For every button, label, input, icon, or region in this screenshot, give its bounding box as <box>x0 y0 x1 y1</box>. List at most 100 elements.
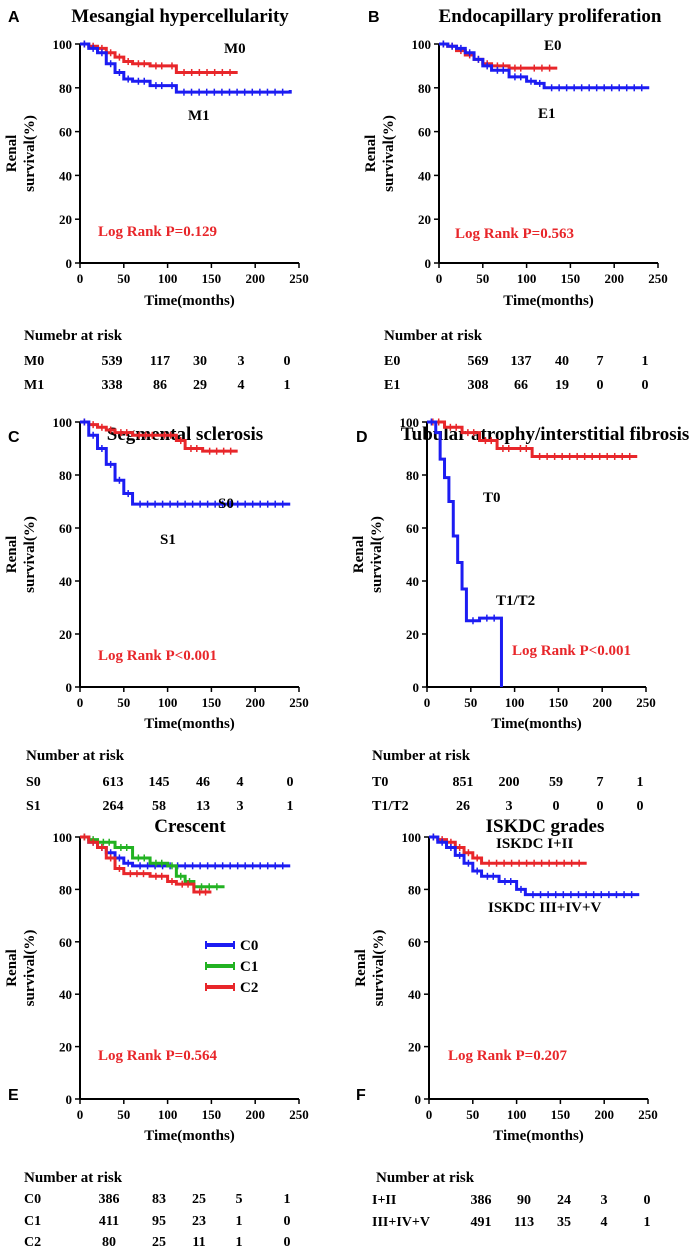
chart-title: Endocapillary proliferation <box>439 6 662 27</box>
panel-b: B Endocapillary proliferation020406080100… <box>363 6 668 393</box>
x-tick-label: 100 <box>158 1107 178 1122</box>
risk-row-label: C0 <box>24 1192 41 1207</box>
risk-cell: 1 <box>284 378 291 393</box>
risk-cell: 386 <box>471 1193 492 1208</box>
risk-cell: 113 <box>514 1215 534 1230</box>
risk-row-label: M1 <box>24 378 44 393</box>
risk-cell: 19 <box>555 378 569 393</box>
risk-cell: 145 <box>149 775 170 790</box>
risk-cell: 0 <box>284 1214 291 1229</box>
risk-cell: 338 <box>102 378 123 393</box>
risk-cell: 613 <box>103 775 124 790</box>
panel-letter: F <box>356 1087 366 1104</box>
y-tick-label: 0 <box>425 256 432 271</box>
risk-cell: 0 <box>287 775 294 790</box>
risk-table-header: Number at risk <box>26 748 125 764</box>
y-tick-label: 0 <box>413 680 420 695</box>
risk-cell: 80 <box>102 1235 116 1248</box>
y-tick-label: 60 <box>418 125 431 140</box>
risk-cell: 0 <box>637 799 644 814</box>
panel-letter: C <box>8 429 20 446</box>
curve-label: E1 <box>538 106 556 122</box>
risk-cell: 0 <box>284 1235 291 1248</box>
x-tick-label: 100 <box>517 271 537 286</box>
x-tick-label: 200 <box>245 271 265 286</box>
y-tick-label: 60 <box>406 521 419 536</box>
risk-cell: 30 <box>193 354 207 369</box>
series-t1-t2 <box>427 420 503 687</box>
risk-cell: 3 <box>237 799 244 814</box>
risk-cell: 1 <box>284 1192 291 1207</box>
y-tick-label: 40 <box>418 168 431 183</box>
x-tick-label: 0 <box>436 271 443 286</box>
y-tick-label: 100 <box>412 37 432 52</box>
risk-cell: 386 <box>99 1192 120 1207</box>
y-tick-label: 0 <box>66 256 73 271</box>
y-tick-label: 60 <box>59 935 72 950</box>
risk-cell: 59 <box>549 775 563 790</box>
x-tick-label: 100 <box>158 695 178 710</box>
risk-cell: 200 <box>499 775 520 790</box>
risk-table: Number at risk S0 613 145 46 4 0 S1 264 58 13 3 1 <box>26 748 294 814</box>
y-axis-label: survival(%) <box>22 516 38 593</box>
risk-cell: 0 <box>642 378 649 393</box>
risk-cell: 95 <box>152 1214 166 1229</box>
risk-table: Number at risk T0 851 200 59 7 1 T1/T2 26 3 0 0 0 <box>372 748 644 814</box>
risk-cell: 11 <box>192 1235 205 1248</box>
x-tick-label: 0 <box>424 695 431 710</box>
x-tick-label: 100 <box>158 271 178 286</box>
y-axis-label: Renal <box>363 135 379 173</box>
log-rank-p: Log Rank P<0.001 <box>512 643 631 659</box>
y-tick-label: 80 <box>59 81 72 96</box>
log-rank-p: Log Rank P=0.564 <box>98 1048 217 1064</box>
x-tick-label: 250 <box>648 271 668 286</box>
risk-cell: 0 <box>553 799 560 814</box>
y-tick-label: 60 <box>59 521 72 536</box>
panel-letter: E <box>8 1087 19 1104</box>
curve-label: T0 <box>483 490 501 506</box>
y-tick-label: 60 <box>59 125 72 140</box>
risk-cell: 26 <box>456 799 470 814</box>
log-rank-p: Log Rank P=0.563 <box>455 226 574 242</box>
y-tick-label: 20 <box>408 1040 421 1055</box>
y-tick-label: 80 <box>406 468 419 483</box>
legend-label: C2 <box>240 980 258 996</box>
risk-table-header: Number at risk <box>384 328 483 344</box>
x-tick-label: 150 <box>549 695 569 710</box>
x-tick-label: 50 <box>117 695 130 710</box>
x-tick-label: 50 <box>466 1107 479 1122</box>
chart-title: Mesangial hypercellularity <box>71 6 289 27</box>
y-axis-label: survival(%) <box>22 115 38 192</box>
risk-row-label: C2 <box>24 1235 41 1248</box>
y-axis-label: survival(%) <box>371 930 387 1007</box>
risk-cell: 1 <box>236 1214 243 1229</box>
risk-cell: 23 <box>192 1214 206 1229</box>
risk-cell: 1 <box>644 1215 651 1230</box>
panel-letter: A <box>8 9 20 26</box>
y-tick-label: 80 <box>59 882 72 897</box>
risk-table-header: Number at risk <box>24 1170 123 1186</box>
risk-row-label: I+II <box>372 1193 396 1208</box>
x-axis-label: Time(months) <box>493 1128 584 1144</box>
y-axis-label: Renal <box>4 536 20 574</box>
series-iskdc-iii-iv-v <box>429 835 640 897</box>
y-axis-label: Renal <box>4 949 20 987</box>
x-tick-label: 150 <box>202 695 222 710</box>
y-axis-label: Renal <box>4 135 20 173</box>
y-tick-label: 100 <box>53 37 73 52</box>
risk-cell: 4 <box>601 1215 608 1230</box>
y-tick-label: 0 <box>66 1092 73 1107</box>
curve-label: ISKDC I+II <box>496 836 573 852</box>
risk-row-label: M0 <box>24 354 44 369</box>
y-axis-label: Renal <box>353 949 369 987</box>
series-t0 <box>427 420 638 458</box>
series-c2 <box>80 835 212 894</box>
y-axis-label: survival(%) <box>381 115 397 192</box>
risk-table-header: Number at risk <box>372 748 471 764</box>
curve-label: E0 <box>544 38 562 54</box>
x-tick-label: 50 <box>464 695 477 710</box>
risk-cell: 4 <box>237 775 244 790</box>
risk-row-label: E0 <box>384 354 400 369</box>
y-axis-label: Renal <box>351 536 367 574</box>
x-tick-label: 200 <box>245 1107 265 1122</box>
